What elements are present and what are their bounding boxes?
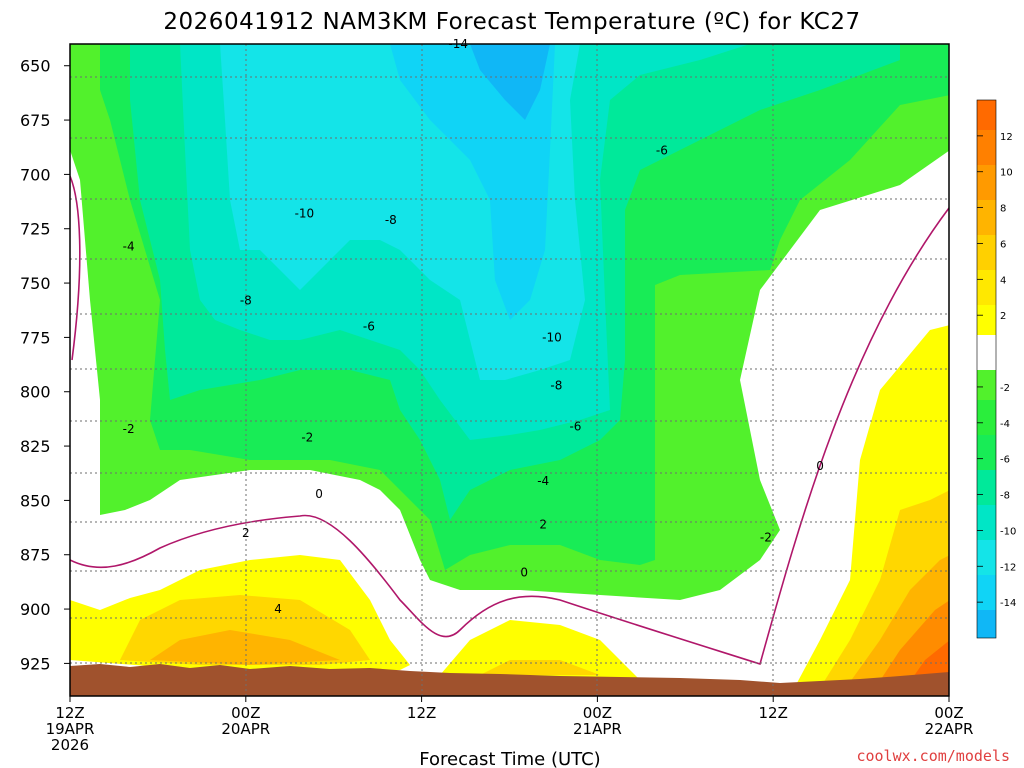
y-tick-label: 725	[20, 220, 51, 239]
colorbar-tick-label: -2	[1000, 383, 1010, 394]
x-tick-label: 12Z	[759, 704, 788, 722]
contour-label: -6	[656, 144, 668, 158]
contour-label: 2	[539, 517, 547, 531]
colorbar-tick-label: 8	[1000, 204, 1006, 215]
colorbar-tick-label: 2	[1000, 311, 1006, 322]
contour-label: -4	[537, 474, 549, 488]
field-2-to-4-mid	[480, 660, 600, 675]
contour-label: 0	[520, 565, 528, 579]
plot-grid	[70, 44, 949, 696]
colorbar-tick-label: 6	[1000, 239, 1006, 250]
y-tick-label: 925	[20, 654, 51, 673]
x-tick-label: 20APR	[221, 720, 270, 738]
colorbar-tick-label: 4	[1000, 275, 1006, 286]
field-minus14-to-minus16	[470, 44, 550, 120]
colorbar-ticks: 12 10 8 6 4 2 -2 -4 -6 -8 -10 -12 -14	[977, 132, 1016, 609]
x-tick-label: 22APR	[925, 720, 974, 738]
temperature-field	[70, 44, 949, 696]
x-axis-label: Forecast Time (UTC)	[419, 749, 600, 768]
y-tick-label: 800	[20, 383, 51, 402]
x-tick-label: 12Z	[407, 704, 436, 722]
contour-label: 4	[274, 602, 282, 616]
chart-title: 2026041912 NAM3KM Forecast Temperature (…	[163, 9, 860, 35]
contour-label: -8	[550, 378, 562, 392]
colorbar-tick-label: -8	[1000, 491, 1010, 502]
x-tick-label: 00Z	[583, 704, 612, 722]
x-tick-label: 21APR	[573, 720, 622, 738]
colorbar-tick-label: -12	[1000, 562, 1016, 573]
x-tick-label: 00Z	[934, 704, 963, 722]
colorbar	[976, 99, 997, 639]
y-tick-label: 700	[20, 165, 51, 184]
y-tick-label: 650	[20, 57, 51, 76]
colorbar-tick-label: -14	[1000, 598, 1016, 609]
ground-terrain	[70, 664, 949, 696]
contour-label: -2	[301, 431, 313, 445]
contour-label: 0	[315, 487, 323, 501]
contour-label: -2	[760, 531, 772, 545]
plot-frame	[69, 43, 950, 697]
x-tick-label: 19APR	[46, 720, 95, 738]
contour-label: -8	[240, 294, 252, 308]
contour-label: -10	[542, 331, 562, 345]
y-tick-label: 675	[20, 111, 51, 130]
field-minus12-to-minus14	[390, 44, 555, 320]
credit-link[interactable]: coolwx.com/models	[856, 747, 1010, 765]
zero-degree-line	[70, 175, 949, 666]
colorbar-tick-label: -4	[1000, 419, 1010, 430]
y-tick-label: 750	[20, 274, 51, 293]
y-tick-label: 850	[20, 491, 51, 510]
y-tick-label: 825	[20, 437, 51, 456]
y-tick-label: 775	[20, 328, 51, 347]
field-0-to-2-mid	[440, 620, 640, 680]
contour-label: -2	[123, 422, 135, 436]
y-tick-label: 900	[20, 600, 51, 619]
colorbar-tick-label: -6	[1000, 455, 1010, 466]
contour-label: 0	[816, 459, 824, 473]
field-4-to-6-left	[150, 630, 340, 665]
colorbar-tick-label: 12	[1000, 132, 1013, 143]
x-tick-label: 00Z	[231, 704, 260, 722]
contour-label: 2	[242, 526, 250, 540]
contour-label: -8	[385, 213, 397, 227]
contour-label: -4	[123, 239, 135, 253]
contour-label: -6	[569, 420, 581, 434]
y-tick-label: 875	[20, 546, 51, 565]
colorbar-tick-label: 10	[1000, 168, 1013, 179]
y-axis: 650 675 700 725 750 775 800 825 850 875 900 925	[20, 57, 70, 673]
colorbar-tick-label: -10	[1000, 526, 1016, 537]
contour-label: -6	[363, 320, 375, 334]
x-tick-label: 12Z	[55, 704, 84, 722]
x-tick-label: 2026	[51, 736, 89, 754]
contour-label: -10	[295, 207, 315, 221]
